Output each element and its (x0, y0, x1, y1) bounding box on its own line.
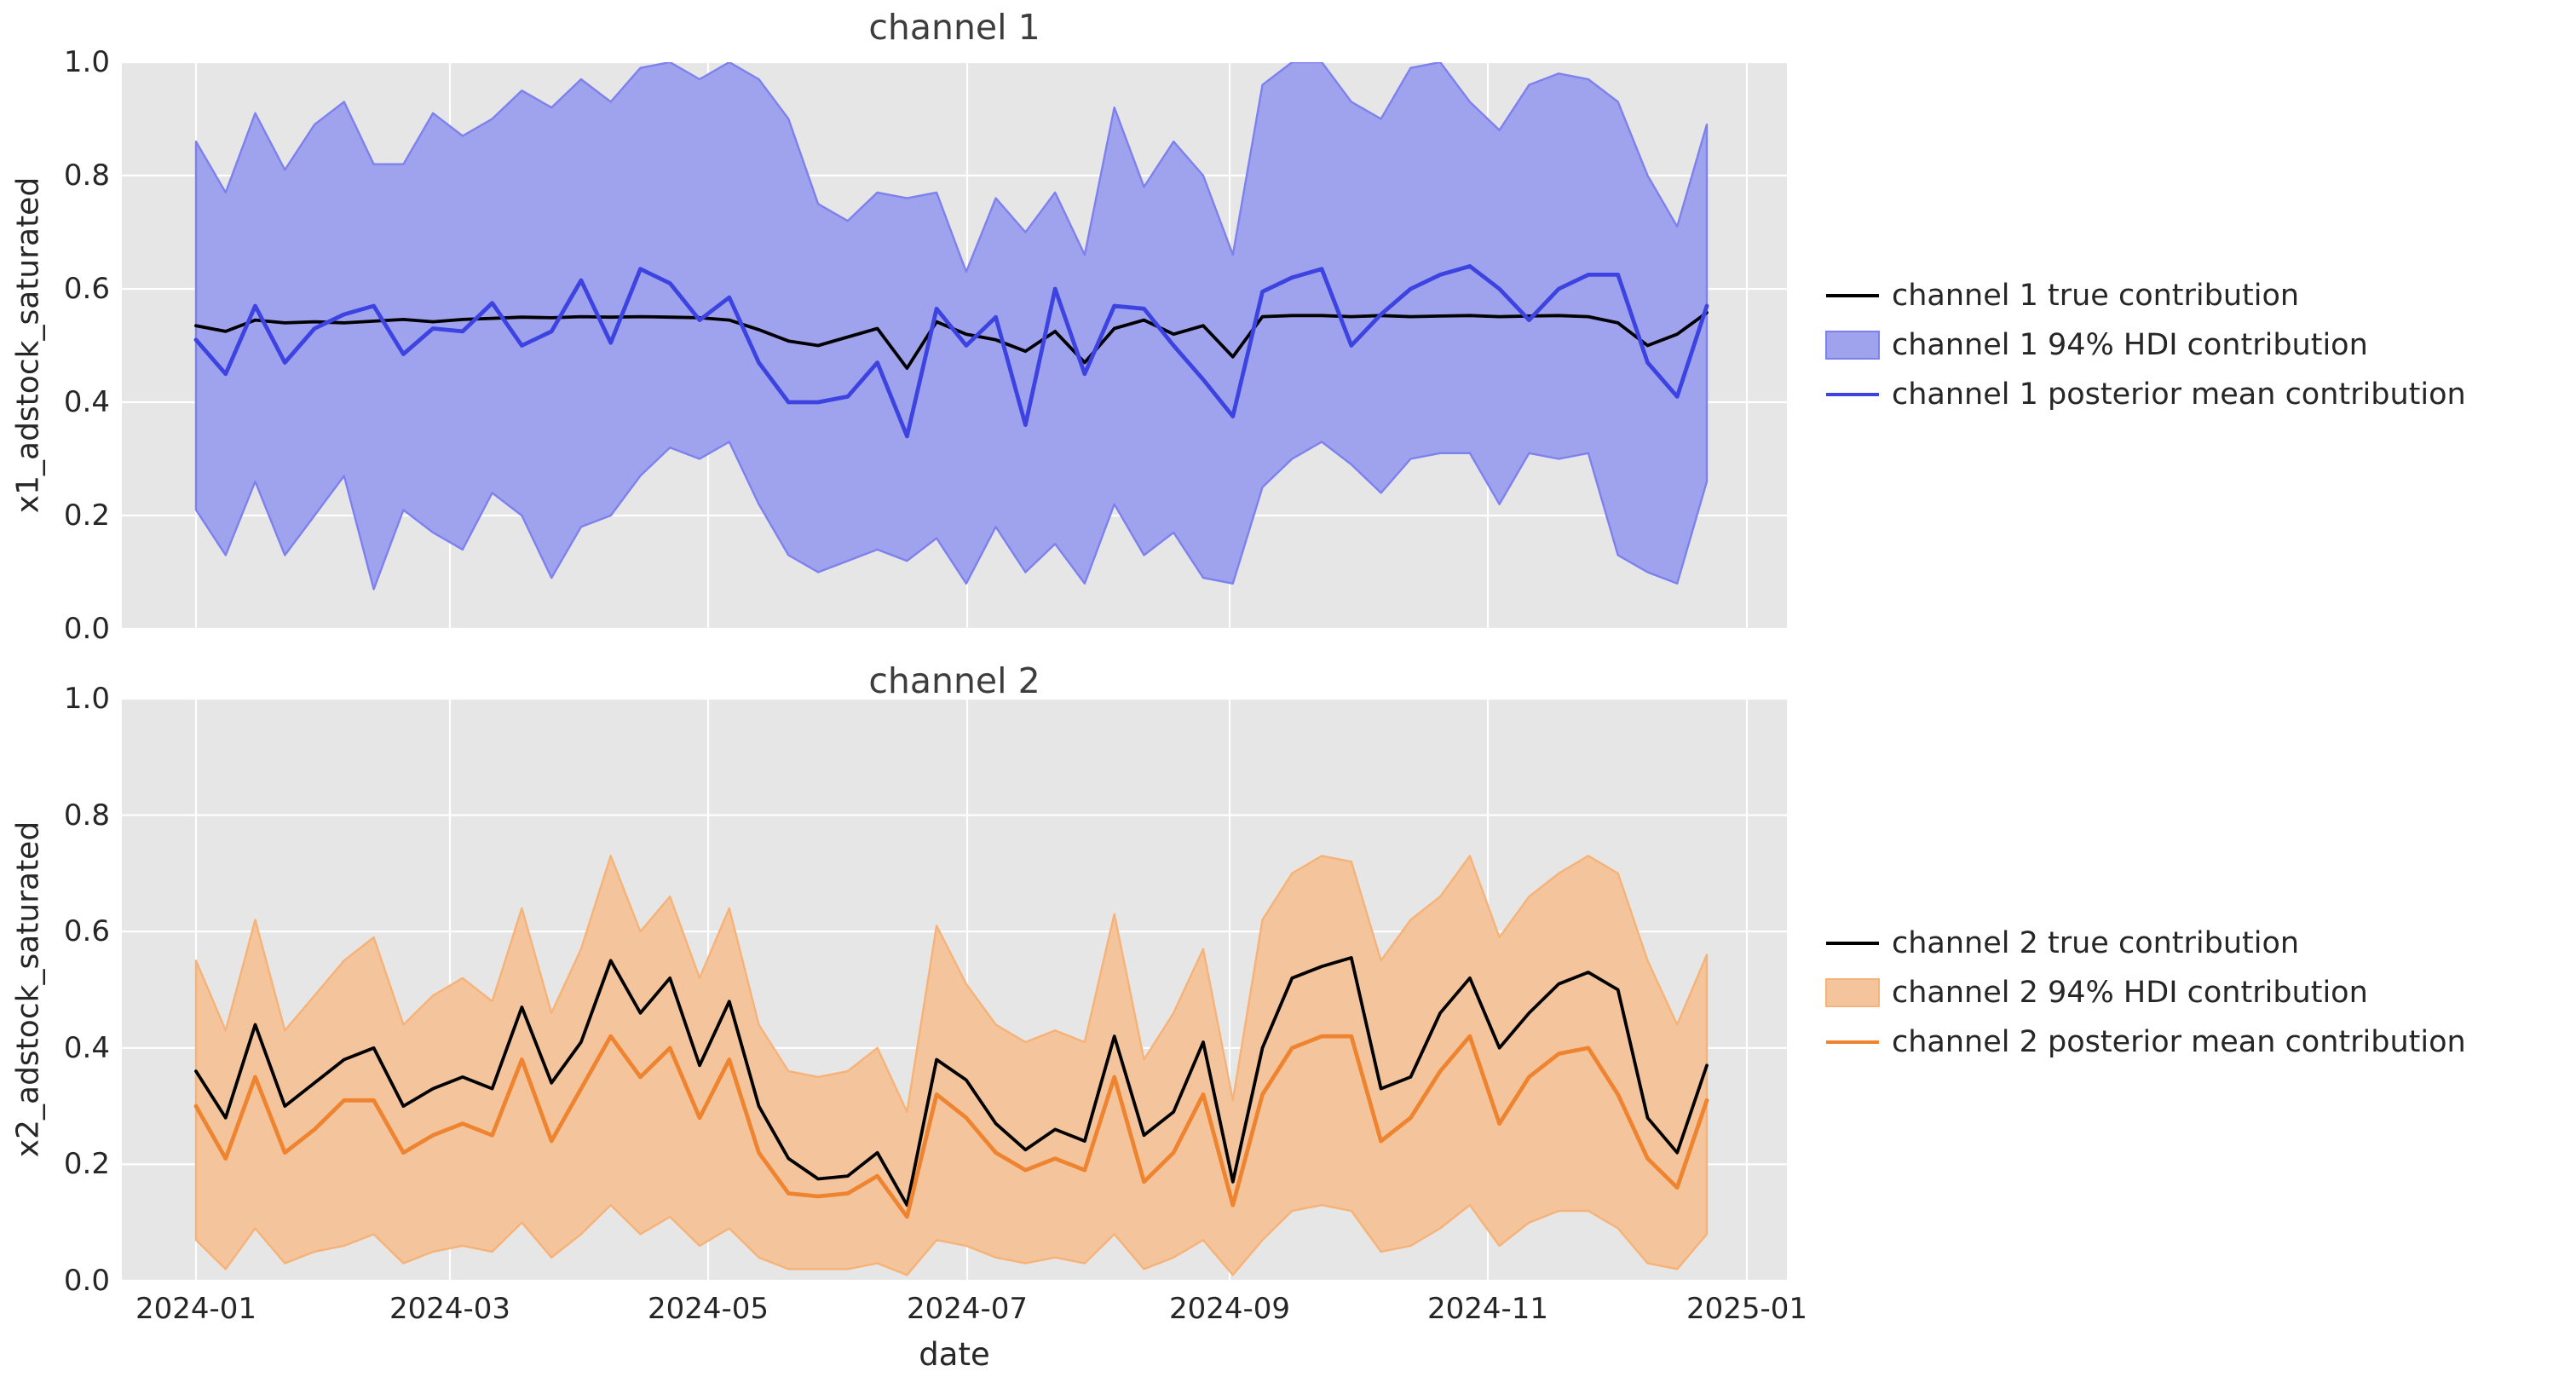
y-tick-label: 0.0 (63, 1264, 110, 1298)
y-tick-label: 0.6 (63, 272, 110, 306)
y-tick-label: 0.2 (63, 498, 110, 533)
legend-label: channel 1 94% HDI contribution (1892, 328, 2368, 362)
true-line-swatch-icon (1825, 294, 1880, 297)
legend-item-posterior-mean: channel 1 posterior mean contribution (1825, 370, 2567, 419)
y-tick-label: 0.4 (63, 385, 110, 419)
x-tick-label: 2024-07 (906, 1292, 1029, 1326)
y-tick-label: 0.4 (63, 1030, 110, 1065)
x-tick-label: 2024-05 (647, 1292, 769, 1326)
y-axis-label-channel-1: x1_adstock_saturated (10, 176, 46, 514)
legend-item-hdi: channel 1 94% HDI contribution (1825, 320, 2567, 370)
x-tick-label: 2024-01 (135, 1292, 257, 1326)
legend-label: channel 2 94% HDI contribution (1892, 976, 2368, 1010)
x-tick-label: 2024-03 (389, 1292, 511, 1326)
y-tick-label: 0.8 (63, 798, 110, 833)
true-line-swatch-icon (1825, 942, 1880, 945)
legend-item-hdi: channel 2 94% HDI contribution (1825, 968, 2567, 1017)
legend-item-posterior-mean: channel 2 posterior mean contribution (1825, 1017, 2567, 1067)
legend-channel-2: channel 2 true contribution channel 2 94… (1825, 919, 2567, 1067)
channel-1-plot (122, 62, 1787, 629)
legend-label: channel 2 true contribution (1892, 926, 2300, 960)
x-tick-label: 2025-01 (1686, 1292, 1808, 1326)
x-axis-label: date (919, 1336, 990, 1373)
y-tick-label: 0.6 (63, 914, 110, 949)
legend-item-true: channel 1 true contribution (1825, 271, 2567, 320)
legend-label: channel 1 true contribution (1892, 279, 2300, 313)
legend-channel-1: channel 1 true contribution channel 1 94… (1825, 271, 2567, 419)
legend-item-true: channel 2 true contribution (1825, 919, 2567, 968)
y-tick-label: 0.0 (63, 612, 110, 646)
y-tick-label: 1.0 (63, 45, 110, 79)
legend-label: channel 1 posterior mean contribution (1892, 377, 2466, 412)
y-axis-label-channel-2: x2_adstock_saturated (10, 821, 46, 1158)
chart-title-channel-1: channel 1 (868, 7, 1040, 48)
mean-line-swatch-icon (1825, 1040, 1880, 1044)
channel-2-plot (122, 699, 1787, 1281)
legend-label: channel 2 posterior mean contribution (1892, 1025, 2466, 1059)
x-tick-label: 2024-11 (1426, 1292, 1549, 1326)
y-tick-label: 1.0 (63, 682, 110, 716)
y-tick-label: 0.8 (63, 158, 110, 193)
x-tick-label: 2024-09 (1168, 1292, 1291, 1326)
y-tick-label: 0.2 (63, 1147, 110, 1182)
hdi-band-swatch-icon (1825, 331, 1880, 360)
mean-line-swatch-icon (1825, 393, 1880, 396)
chart-title-channel-2: channel 2 (868, 660, 1040, 701)
hdi-band-swatch-icon (1825, 978, 1880, 1007)
